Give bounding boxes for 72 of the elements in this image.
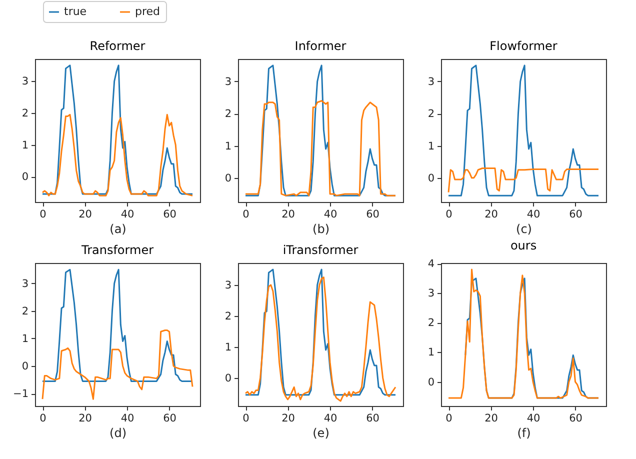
x-tick-label: 0	[40, 208, 46, 220]
x-axis-title: (f)	[517, 426, 531, 440]
x-tick-label: 40	[526, 412, 540, 424]
y-tick-label: 4	[428, 258, 435, 270]
x-tick-label: 40	[120, 412, 134, 424]
chart-title: Reformer	[90, 39, 146, 53]
line-series	[448, 64, 600, 196]
x-tick-label: 40	[324, 412, 338, 424]
x-tick-label: 60	[569, 412, 582, 424]
x-tick-label: 60	[163, 412, 176, 424]
x-axis-title: (b)	[312, 222, 330, 236]
line-series	[42, 64, 194, 195]
y-tick-label: 1	[22, 332, 28, 345]
x-axis-title: (e)	[312, 426, 330, 440]
y-tick-label: 1	[224, 341, 232, 354]
x-tick-label: 0	[446, 412, 452, 424]
y-tick-label: 3	[428, 288, 434, 300]
x-tick-label: 0	[242, 208, 250, 220]
y-tick-label: 1	[224, 140, 232, 152]
line-series	[42, 329, 194, 400]
y-tick-label: 3	[224, 279, 232, 292]
y-tick-label: 1	[428, 140, 434, 152]
x-axis-title: (d)	[110, 426, 126, 440]
y-tick-label: 0	[22, 360, 28, 373]
x-axis-title: (a)	[110, 222, 126, 236]
line-series	[448, 168, 600, 194]
chart-title: Informer	[294, 39, 346, 53]
line-series	[448, 268, 600, 399]
y-tick-label: 2	[22, 305, 28, 318]
y-tick-label: −1	[13, 388, 28, 400]
x-tick-label: 20	[484, 412, 498, 424]
y-tick-label: 1	[428, 346, 434, 359]
x-tick-label: 40	[324, 208, 338, 220]
chart-title: iTransformer	[282, 243, 358, 257]
y-tick-label: 2	[428, 108, 434, 120]
x-tick-label: 20	[484, 208, 498, 220]
legend-label: pred	[135, 5, 160, 18]
x-tick-label: 0	[446, 208, 452, 220]
x-tick-label: 60	[163, 208, 176, 220]
x-axis-title: (c)	[516, 222, 532, 236]
x-tick-label: 20	[282, 208, 295, 220]
y-tick-label: 3	[224, 76, 232, 88]
x-tick-label: 20	[78, 208, 92, 220]
y-tick-label: 0	[22, 171, 28, 184]
y-tick-label: 2	[428, 317, 434, 330]
x-tick-label: 20	[282, 412, 295, 424]
x-tick-label: 60	[569, 208, 582, 220]
y-tick-label: 3	[22, 76, 28, 88]
y-tick-label: 2	[224, 108, 232, 120]
chart-title: ours	[510, 238, 537, 253]
x-tick-label: 60	[366, 208, 380, 220]
x-tick-label: 40	[120, 208, 134, 220]
x-tick-label: 60	[366, 412, 380, 424]
y-tick-label: 1	[22, 139, 28, 152]
chart-title: Transformer	[80, 243, 154, 257]
y-tick-label: 2	[22, 108, 28, 120]
y-tick-label: 0	[224, 172, 232, 184]
y-tick-label: 3	[428, 76, 434, 88]
y-tick-label: 3	[22, 278, 28, 290]
x-tick-label: 0	[242, 412, 250, 424]
line-series	[42, 114, 194, 196]
y-tick-label: 0	[428, 172, 434, 184]
y-tick-label: 2	[224, 310, 232, 322]
x-tick-label: 20	[78, 412, 92, 424]
x-tick-label: 40	[526, 208, 540, 220]
y-tick-label: 0	[428, 376, 434, 388]
line-series	[42, 268, 194, 382]
y-tick-label: 0	[224, 372, 232, 384]
x-tick-label: 0	[40, 412, 46, 424]
chart-title: Flowformer	[490, 39, 558, 53]
legend-label: true	[64, 5, 87, 18]
line-series	[244, 100, 396, 196]
